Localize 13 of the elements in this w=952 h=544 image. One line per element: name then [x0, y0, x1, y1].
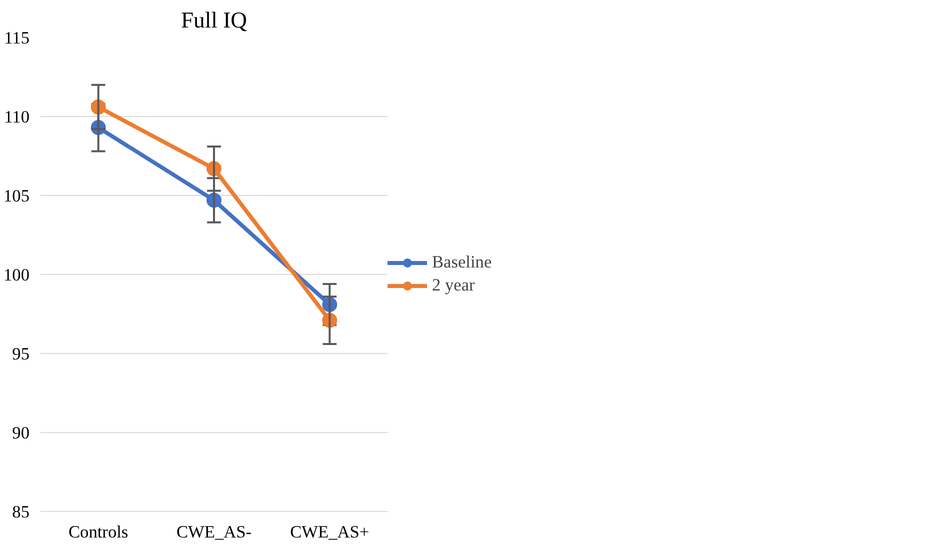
y-tick-label: 110 [4, 108, 30, 126]
chart-title: Full IQ [180, 8, 248, 32]
x-tick-label: Controls [68, 522, 128, 542]
y-tick-label: 95 [12, 344, 30, 364]
y-tick-label: 105 [4, 186, 30, 206]
y-tick-label: 115 [4, 28, 30, 48]
y-tick-label: 90 [12, 424, 30, 442]
y-tick-label: 100 [4, 266, 30, 284]
x-tick-label: CWE_AS+ [290, 522, 370, 542]
legend-label: 2 year [432, 276, 475, 296]
x-tick-label: CWE_AS- [176, 522, 252, 542]
y-tick-label: 85 [12, 502, 30, 522]
legend-label: Baseline [432, 252, 492, 272]
